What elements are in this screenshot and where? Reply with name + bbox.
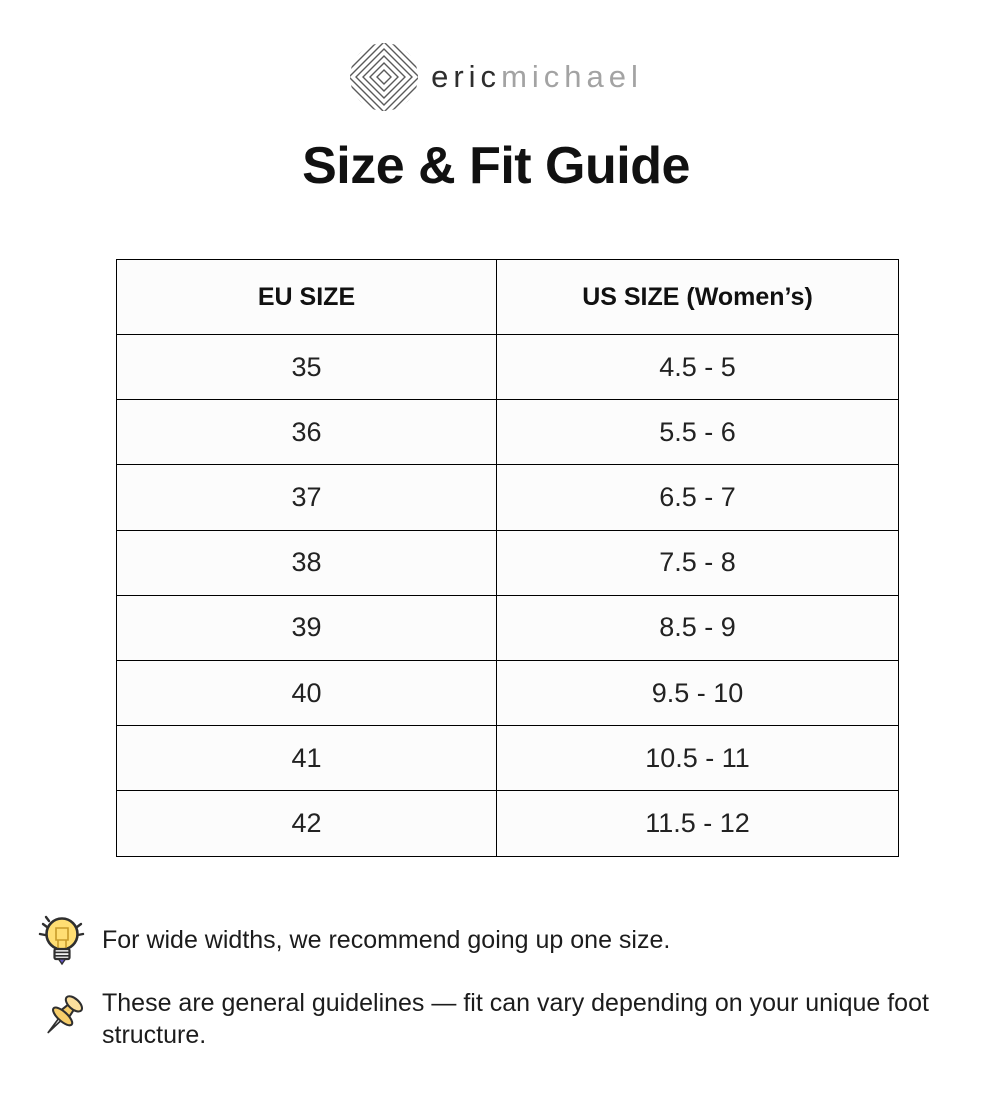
page-title: Size & Fit Guide xyxy=(302,137,690,195)
note-general-guidelines: These are general guidelines — fit can v… xyxy=(34,987,964,1051)
column-header-eu-size: EU SIZE xyxy=(116,259,497,335)
eu-size-cell: 38 xyxy=(116,529,497,596)
column-header-us-size: US SIZE (Women’s) xyxy=(496,259,899,335)
eu-size-cell: 40 xyxy=(116,659,497,727)
us-size-cell: 7.5 - 8 xyxy=(496,529,899,596)
table-row: 37 6.5 - 7 xyxy=(116,464,899,531)
size-conversion-table: EU SIZE US SIZE (Women’s) 35 4.5 - 5 36 … xyxy=(116,259,899,857)
us-size-cell: 11.5 - 12 xyxy=(496,790,899,857)
table-row: 36 5.5 - 6 xyxy=(116,399,899,466)
table-header-row: EU SIZE US SIZE (Women’s) xyxy=(116,259,899,335)
eu-size-cell: 42 xyxy=(116,790,497,857)
note-wide-widths: For wide widths, we recommend going up o… xyxy=(34,910,964,970)
eu-size-cell: 41 xyxy=(116,725,497,792)
table-row: 40 9.5 - 10 xyxy=(116,659,899,727)
us-size-cell: 9.5 - 10 xyxy=(496,659,899,727)
eu-size-cell: 35 xyxy=(116,333,497,401)
table-row: 41 10.5 - 11 xyxy=(116,725,899,792)
us-size-cell: 4.5 - 5 xyxy=(496,333,899,401)
table-row: 42 11.5 - 12 xyxy=(116,790,899,857)
note-text: For wide widths, we recommend going up o… xyxy=(102,926,671,954)
eu-size-cell: 37 xyxy=(116,464,497,531)
eu-size-cell: 39 xyxy=(116,594,497,661)
note-text: These are general guidelines — fit can v… xyxy=(102,989,929,1049)
us-size-cell: 10.5 - 11 xyxy=(496,725,899,792)
eu-size-cell: 36 xyxy=(116,399,497,466)
brand-name-first: eric xyxy=(431,59,502,94)
brand-wordmark: ericmichael xyxy=(431,42,643,112)
us-size-cell: 6.5 - 7 xyxy=(496,464,899,531)
table-row: 38 7.5 - 8 xyxy=(116,529,899,596)
pushpin-icon xyxy=(34,989,90,1049)
brand-logo: ericmichael xyxy=(0,42,992,112)
us-size-cell: 5.5 - 6 xyxy=(496,399,899,466)
table-row: 39 8.5 - 9 xyxy=(116,594,899,661)
lightbulb-icon xyxy=(34,910,90,970)
diamond-logo-icon xyxy=(349,42,419,112)
us-size-cell: 8.5 - 9 xyxy=(496,594,899,661)
brand-name-last: michael xyxy=(501,59,643,94)
footnotes: For wide widths, we recommend going up o… xyxy=(34,910,964,1051)
table-row: 35 4.5 - 5 xyxy=(116,333,899,401)
